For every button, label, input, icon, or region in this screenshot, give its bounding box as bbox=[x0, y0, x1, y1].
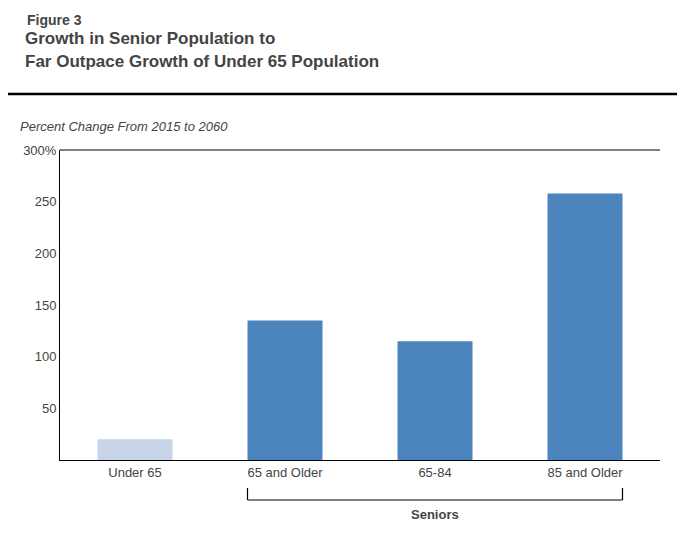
svg-text:50: 50 bbox=[42, 401, 56, 416]
svg-text:Under 65: Under 65 bbox=[108, 465, 161, 480]
svg-text:Figure 3: Figure 3 bbox=[27, 12, 82, 28]
svg-text:300%: 300% bbox=[23, 143, 57, 158]
svg-text:Seniors: Seniors bbox=[411, 507, 459, 522]
svg-text:65-84: 65-84 bbox=[418, 465, 451, 480]
svg-text:150: 150 bbox=[35, 298, 57, 313]
svg-text:200: 200 bbox=[35, 246, 57, 261]
svg-text:Growth in Senior Population to: Growth in Senior Population toFar Outpac… bbox=[25, 29, 379, 70]
svg-text:65 and Older: 65 and Older bbox=[247, 465, 323, 480]
svg-text:250: 250 bbox=[35, 194, 57, 209]
svg-text:85 and Older: 85 and Older bbox=[547, 465, 623, 480]
svg-text:100: 100 bbox=[35, 349, 57, 364]
svg-text:Percent Change From 2015 to 20: Percent Change From 2015 to 2060 bbox=[20, 119, 228, 134]
